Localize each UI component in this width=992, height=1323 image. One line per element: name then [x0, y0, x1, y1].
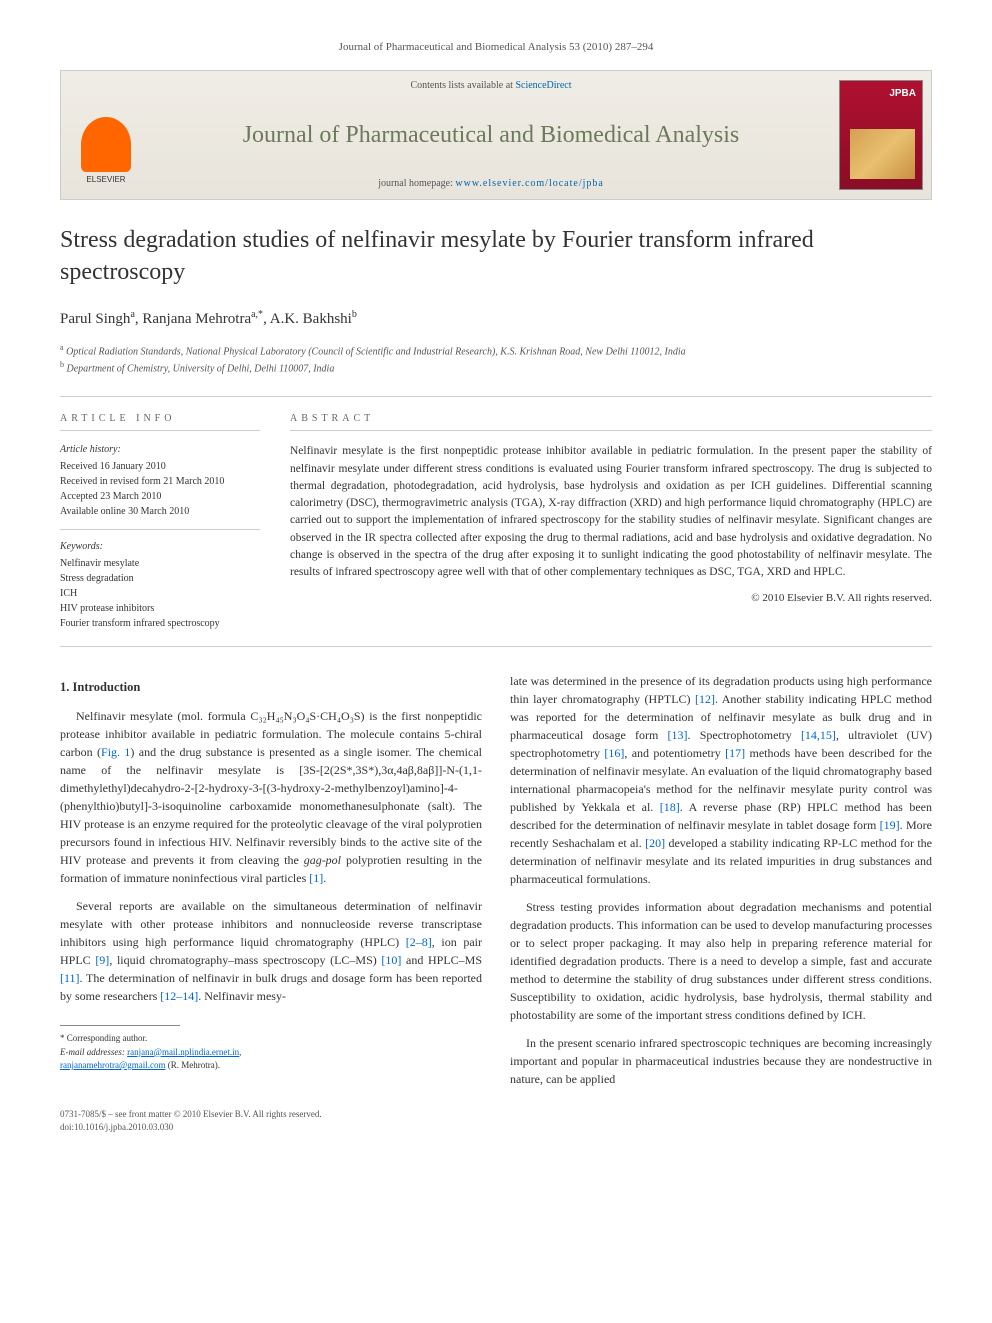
history-label: Article history:	[60, 443, 260, 457]
accepted-date: Accepted 23 March 2010	[60, 489, 260, 504]
body-p2: Several reports are available on the sim…	[60, 897, 482, 1005]
citation-text: Journal of Pharmaceutical and Biomedical…	[339, 41, 654, 53]
footnotes: * Corresponding author. E-mail addresses…	[60, 1032, 482, 1073]
affiliation-b: b Department of Chemistry, University of…	[60, 359, 932, 376]
publisher-logo-area: ELSEVIER	[61, 71, 151, 199]
banner-center: Contents lists available at ScienceDirec…	[151, 71, 831, 199]
info-abstract-row: article info Article history: Received 1…	[60, 396, 932, 647]
revised-date: Received in revised form 21 March 2010	[60, 474, 260, 489]
body-text: 1. Introduction Nelfinavir mesylate (mol…	[60, 672, 932, 1088]
homepage-line: journal homepage: www.elsevier.com/locat…	[161, 177, 821, 191]
email-link-2[interactable]: ranjanamehrotra@gmail.com	[60, 1060, 166, 1070]
journal-banner: ELSEVIER Contents lists available at Sci…	[60, 70, 932, 200]
abstract-copyright: © 2010 Elsevier B.V. All rights reserved…	[290, 591, 932, 606]
homepage-link[interactable]: www.elsevier.com/locate/jpba	[455, 178, 603, 189]
body-p3: late was determined in the presence of i…	[510, 672, 932, 888]
received-date: Received 16 January 2010	[60, 459, 260, 474]
authors-line: Parul Singha, Ranjana Mehrotraa,*, A.K. …	[60, 308, 932, 330]
email-line-2: ranjanamehrotra@gmail.com (R. Mehrotra).	[60, 1059, 482, 1073]
abstract-col: abstract Nelfinavir mesylate is the firs…	[290, 412, 932, 631]
email-link-1[interactable]: ranjana@mail.nplindia.ernet.in	[127, 1047, 239, 1057]
sciencedirect-link[interactable]: ScienceDirect	[515, 80, 571, 91]
email-line: E-mail addresses: ranjana@mail.nplindia.…	[60, 1046, 482, 1060]
online-date: Available online 30 March 2010	[60, 504, 260, 519]
journal-cover-thumb: JPBA	[839, 80, 923, 190]
article-title: Stress degradation studies of nelfinavir…	[60, 225, 932, 287]
affiliation-a: a Optical Radiation Standards, National …	[60, 342, 932, 359]
keyword-1: Stress degradation	[60, 571, 260, 586]
running-header: Journal of Pharmaceutical and Biomedical…	[60, 40, 932, 55]
footnote-separator	[60, 1025, 180, 1026]
article-info-heading: article info	[60, 412, 260, 431]
cover-acronym: JPBA	[889, 87, 916, 101]
journal-name: Journal of Pharmaceutical and Biomedical…	[161, 119, 821, 153]
body-p4: Stress testing provides information abou…	[510, 898, 932, 1024]
section-1-heading: 1. Introduction	[60, 678, 482, 697]
abstract-text: Nelfinavir mesylate is the first nonpept…	[290, 443, 932, 581]
info-divider	[60, 529, 260, 530]
cover-thumb-area: JPBA	[831, 71, 931, 199]
abstract-heading: abstract	[290, 412, 932, 431]
keywords-label: Keywords:	[60, 540, 260, 554]
corresponding-author-note: * Corresponding author.	[60, 1032, 482, 1046]
affiliations: a Optical Radiation Standards, National …	[60, 342, 932, 377]
keyword-2: ICH	[60, 586, 260, 601]
page-footer: 0731-7085/$ – see front matter © 2010 El…	[60, 1108, 932, 1133]
keyword-3: HIV protease inhibitors	[60, 601, 260, 616]
contents-available-line: Contents lists available at ScienceDirec…	[161, 79, 821, 93]
elsevier-tree-icon	[81, 117, 131, 172]
article-info-col: article info Article history: Received 1…	[60, 412, 260, 631]
elsevier-logo: ELSEVIER	[71, 111, 141, 191]
body-p5: In the present scenario infrared spectro…	[510, 1034, 932, 1088]
footer-doi: doi:10.1016/j.jpba.2010.03.030	[60, 1121, 932, 1134]
footer-line-1: 0731-7085/$ – see front matter © 2010 El…	[60, 1108, 932, 1121]
body-p1: Nelfinavir mesylate (mol. formula C₃₂H₄₅…	[60, 707, 482, 887]
keyword-0: Nelfinavir mesylate	[60, 556, 260, 571]
keyword-4: Fourier transform infrared spectroscopy	[60, 616, 260, 631]
elsevier-label: ELSEVIER	[86, 174, 125, 185]
cover-image-placeholder	[850, 129, 915, 179]
